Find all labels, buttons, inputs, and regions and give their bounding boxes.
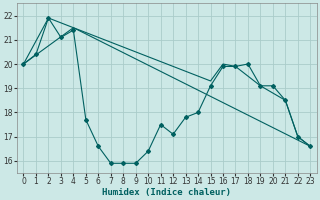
X-axis label: Humidex (Indice chaleur): Humidex (Indice chaleur) bbox=[102, 188, 231, 197]
